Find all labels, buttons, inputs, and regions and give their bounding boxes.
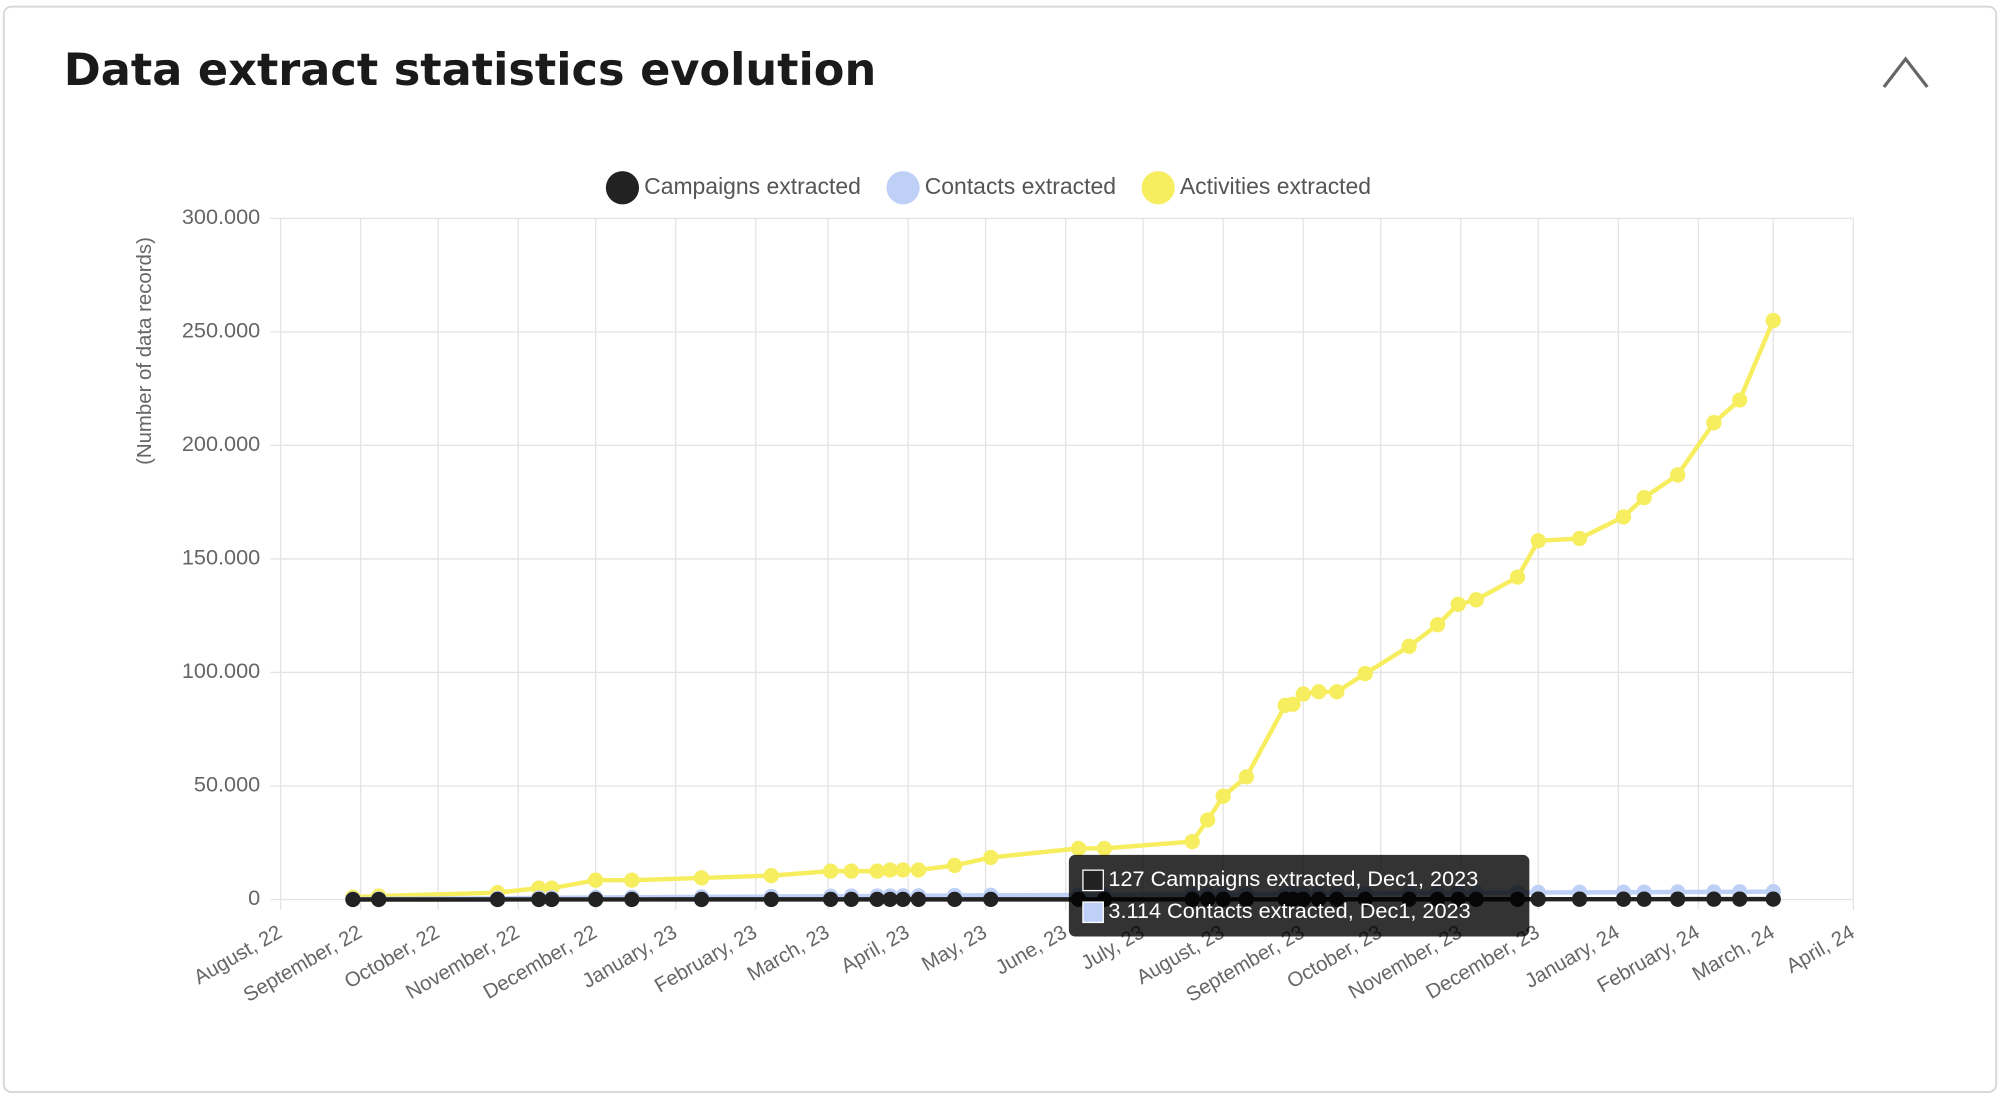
legend-swatch — [886, 171, 920, 205]
point — [1401, 638, 1417, 654]
point — [1070, 840, 1087, 857]
y-tick-label: 250.000 — [182, 318, 260, 343]
point — [823, 891, 839, 908]
point — [882, 891, 898, 908]
point — [345, 891, 361, 908]
point — [763, 891, 779, 908]
point — [1468, 592, 1484, 608]
collapse-button[interactable] — [1882, 56, 1929, 88]
point — [882, 862, 898, 878]
point — [1765, 891, 1781, 907]
point — [946, 857, 963, 874]
point — [895, 862, 911, 878]
legend-swatch — [605, 171, 640, 205]
point — [869, 891, 885, 908]
point — [1429, 617, 1446, 633]
point — [693, 891, 710, 908]
card-border — [2, 5, 1998, 1094]
point — [1732, 891, 1748, 907]
point — [531, 891, 547, 908]
point — [1311, 684, 1327, 700]
point — [1184, 833, 1200, 850]
page-title: Data extract statistics evolution — [64, 44, 876, 96]
point — [489, 891, 506, 908]
point — [1450, 596, 1466, 612]
point — [1295, 686, 1311, 702]
point — [588, 872, 604, 888]
point — [1615, 891, 1632, 907]
y-tick-label: 200.000 — [182, 431, 260, 456]
y-tick-label: 50.000 — [194, 772, 260, 797]
point — [1530, 533, 1546, 549]
point — [983, 891, 999, 908]
point — [843, 891, 859, 908]
y-tick-label: 0 — [248, 885, 260, 910]
point — [1615, 509, 1632, 525]
point — [1329, 684, 1345, 700]
point — [983, 849, 999, 866]
point — [1706, 415, 1722, 431]
point — [1765, 312, 1781, 329]
point — [823, 863, 839, 879]
series — [345, 312, 1781, 905]
tooltip-swatch — [1082, 901, 1104, 924]
point — [624, 872, 640, 888]
point — [1636, 489, 1652, 506]
point — [763, 867, 779, 884]
point — [1530, 891, 1546, 907]
point — [869, 863, 885, 879]
y-tick-label: 300.000 — [182, 204, 260, 229]
point — [843, 863, 859, 879]
point — [1706, 891, 1722, 907]
point — [1509, 569, 1526, 585]
y-tick-label: 150.000 — [182, 545, 260, 570]
point — [588, 891, 604, 908]
legend-swatch — [1141, 171, 1175, 205]
point — [1096, 840, 1113, 857]
point — [371, 891, 387, 908]
tooltip-text: 127 Campaigns extracted, Dec1, 2023 — [1108, 866, 1478, 891]
tooltip-text: 3.114 Contacts extracted, Dec1, 2023 — [1108, 898, 1470, 923]
y-tick-label: 100.000 — [182, 658, 260, 683]
point — [1636, 891, 1652, 907]
point — [1200, 812, 1216, 828]
y-axis-label: (Number of data records) — [134, 237, 156, 465]
point — [1670, 891, 1686, 907]
point — [910, 891, 927, 908]
point — [1357, 665, 1373, 682]
point — [895, 891, 911, 908]
point — [1732, 392, 1748, 408]
point — [910, 862, 927, 878]
point — [693, 870, 710, 886]
point — [1571, 530, 1588, 547]
point — [946, 891, 963, 908]
tooltip — [1068, 854, 1530, 937]
point — [1670, 467, 1686, 483]
point — [1571, 891, 1588, 907]
point — [1238, 769, 1255, 785]
legend-label: Campaigns extracted — [644, 173, 861, 199]
legend-label: Activities extracted — [1180, 173, 1371, 199]
point — [624, 891, 640, 908]
point — [544, 891, 560, 908]
point — [1215, 788, 1231, 804]
tooltip-swatch — [1082, 869, 1104, 892]
legend-label: Contacts extracted — [925, 173, 1116, 199]
point — [1285, 696, 1301, 712]
